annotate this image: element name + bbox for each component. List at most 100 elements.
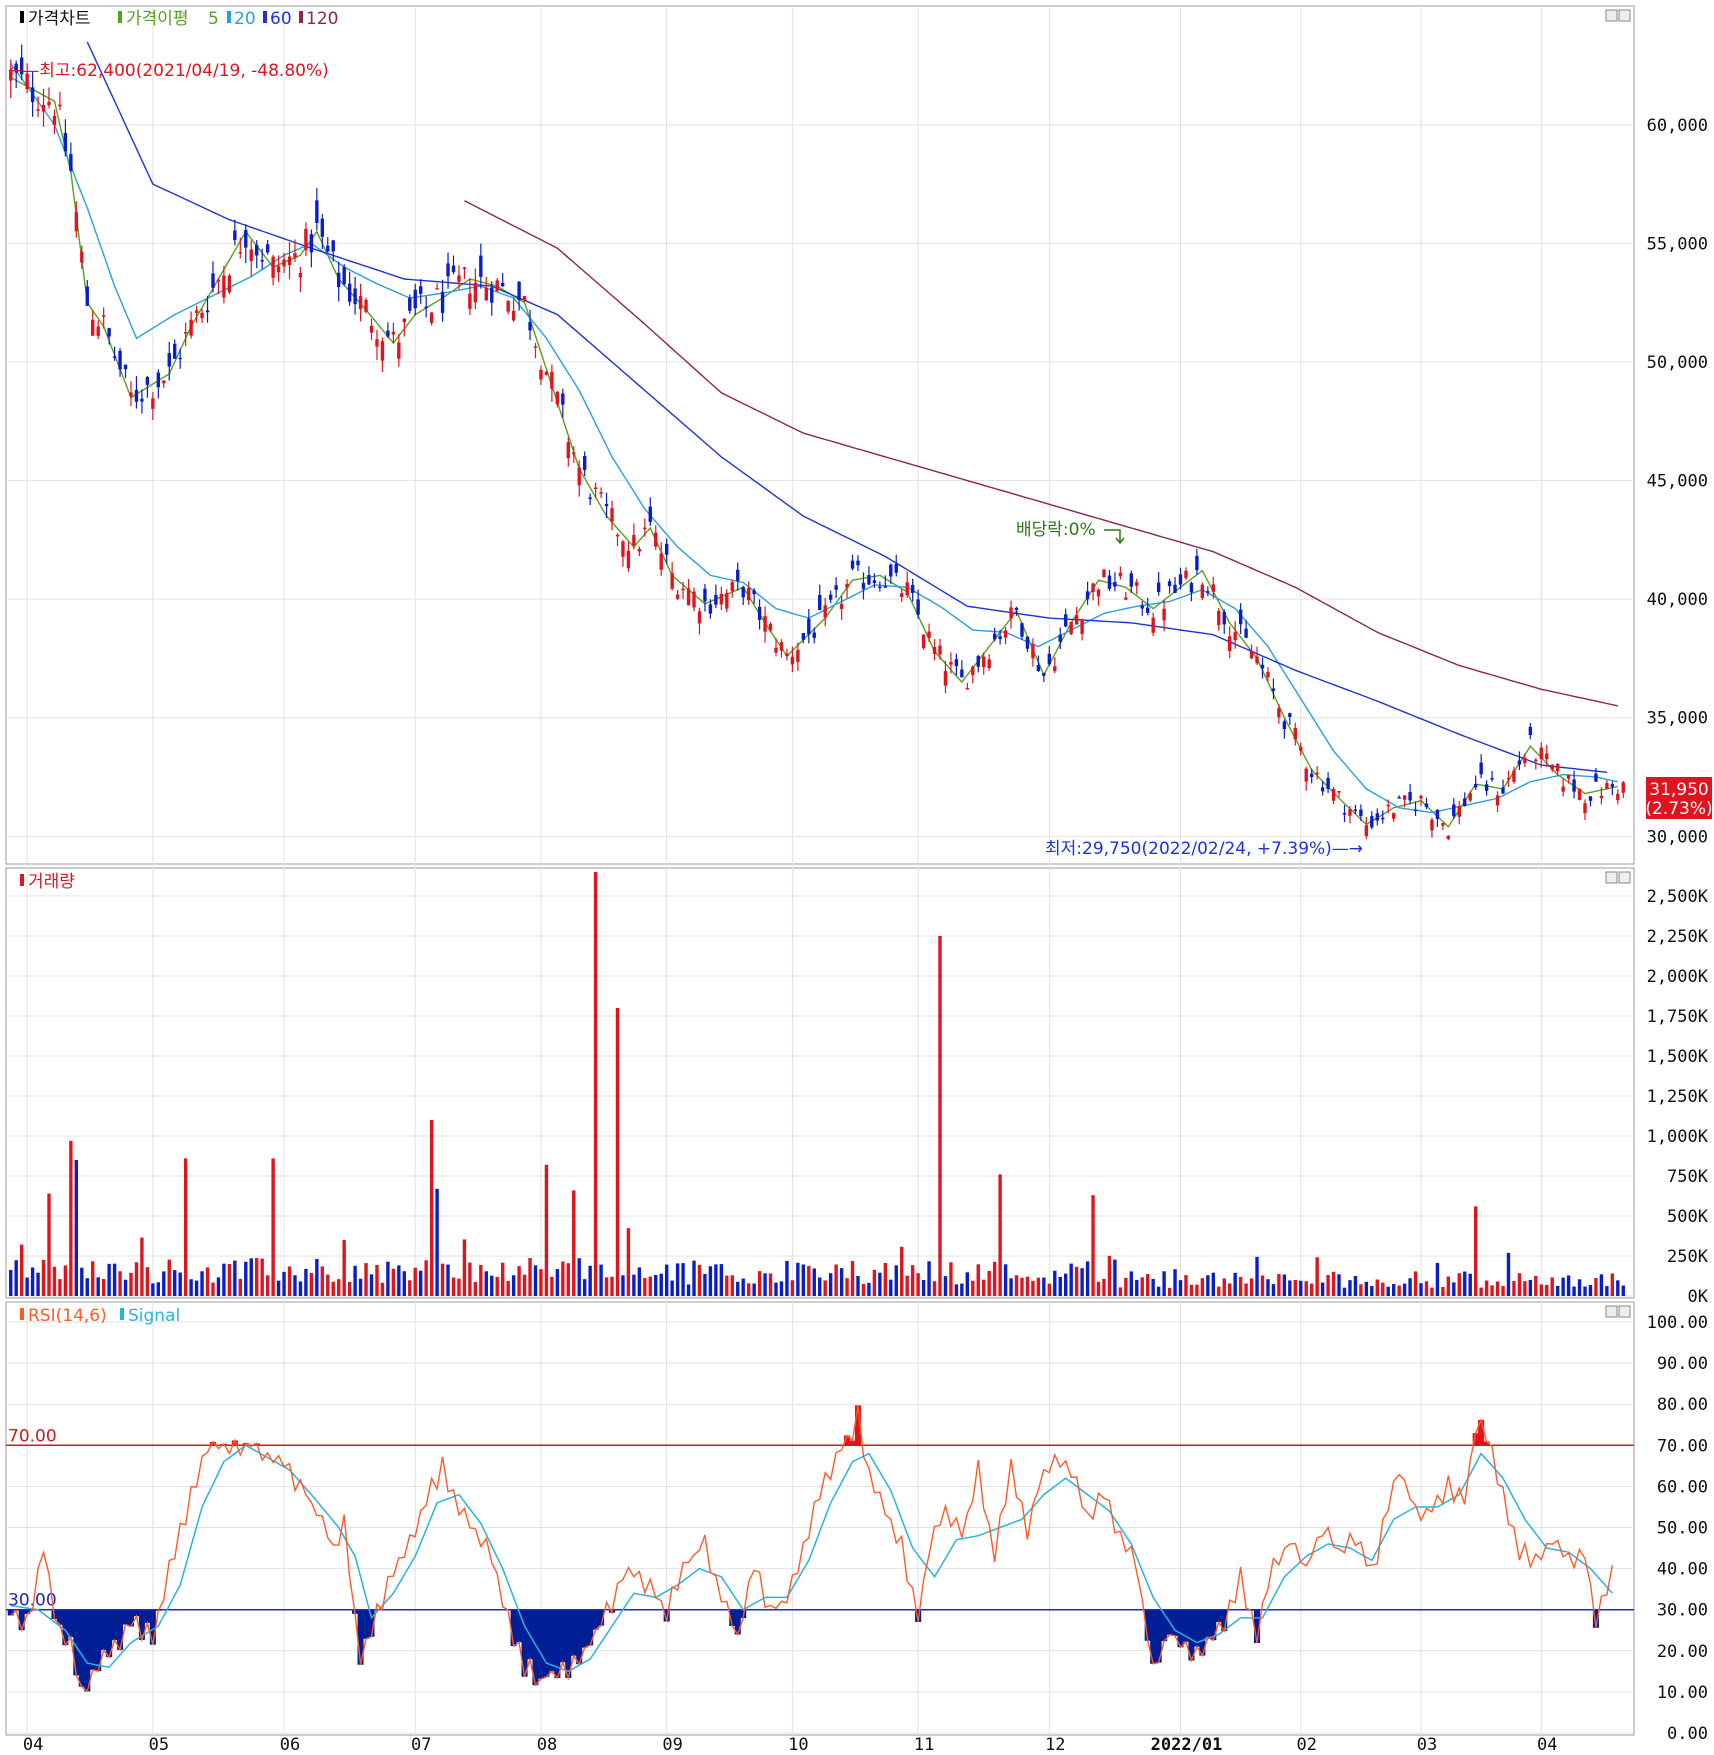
candle (992, 627, 997, 642)
candle (1069, 621, 1073, 636)
volume-tick-label: 1,750K (1647, 1007, 1709, 1027)
minimize-icon[interactable] (1605, 9, 1618, 22)
minimize-icon[interactable] (1605, 1305, 1618, 1318)
volume-bar (982, 1279, 986, 1296)
candle (599, 487, 603, 499)
candle-body (484, 287, 488, 301)
volume-bar (746, 1283, 751, 1296)
price-panel (5, 5, 1635, 865)
volume-bar (1594, 1278, 1598, 1296)
volume-bar (30, 1267, 35, 1296)
candle-body (889, 564, 893, 577)
candle-body (982, 656, 986, 668)
candle-body (916, 599, 920, 615)
rsi-title: RSI(14,6) (28, 1306, 107, 1326)
volume-bar (588, 1265, 592, 1296)
candle (1534, 758, 1538, 770)
volume-bar (626, 1228, 631, 1296)
candle (1064, 608, 1068, 627)
candle-body (1304, 768, 1308, 782)
candle (1424, 797, 1429, 810)
volume-bar (828, 1273, 833, 1296)
candle (96, 320, 100, 340)
rsi-overbought-fill (1478, 1419, 1485, 1446)
volume-bar (375, 1264, 379, 1296)
volume-bar (1064, 1273, 1068, 1296)
volume-bar (52, 1266, 57, 1296)
candle-body (58, 104, 62, 107)
x-tick-label: 11 (914, 1735, 934, 1755)
rsi-tick-label: 80.00 (1657, 1395, 1708, 1415)
rsi-panel-buttons[interactable] (1605, 1305, 1631, 1318)
minimize-icon[interactable] (1605, 871, 1618, 884)
candle-body (577, 467, 581, 486)
rsi-oversold-fill (18, 1609, 25, 1631)
close-icon[interactable] (1618, 9, 1631, 22)
volume-bar (63, 1265, 68, 1296)
candle-body (1555, 763, 1560, 772)
volume-bar (1506, 1252, 1511, 1296)
candle (101, 307, 106, 329)
candle-body (533, 346, 538, 348)
candle (1359, 804, 1363, 821)
volume-bar (14, 1260, 18, 1296)
candle-body (1397, 797, 1401, 799)
candle-body (1042, 673, 1046, 676)
candle-body (14, 63, 18, 73)
volume-bar (1621, 1285, 1625, 1296)
volume-bar (151, 1283, 155, 1296)
rsi-oversold-fill (56, 1609, 63, 1625)
candle-body (304, 228, 308, 251)
close-icon[interactable] (1618, 871, 1631, 884)
candle (1102, 568, 1106, 578)
candle-body (818, 594, 822, 610)
candle-body (807, 618, 811, 635)
volume-bar (807, 1265, 811, 1296)
candle-body (599, 492, 603, 494)
candle (637, 546, 642, 557)
candle-body (741, 586, 745, 598)
rsi-oversold-fill (73, 1609, 80, 1676)
volume-bar (1217, 1286, 1221, 1296)
candle (74, 201, 79, 238)
candle (255, 240, 259, 269)
volume-bar (664, 1264, 669, 1296)
close-icon[interactable] (1618, 1305, 1631, 1318)
volume-bar (1550, 1277, 1554, 1296)
ma5-legend: 5 (208, 9, 219, 29)
candle-body (834, 585, 838, 590)
candle-body (342, 267, 346, 285)
candle-body (1381, 817, 1385, 820)
candle-body (1282, 721, 1287, 730)
rsi-oversold-fill (95, 1609, 102, 1672)
candle (216, 277, 221, 295)
candle (927, 623, 931, 643)
volume-bar (353, 1265, 357, 1296)
candle (550, 364, 554, 402)
volume-bar (599, 1264, 603, 1296)
volume-bar (1441, 1286, 1445, 1296)
x-tick-label: 05 (149, 1735, 169, 1755)
volume-bar (801, 1264, 806, 1296)
volume-bar (386, 1261, 390, 1296)
candle (1435, 809, 1440, 828)
volume-bar (818, 1277, 822, 1296)
candle (779, 639, 784, 658)
volume-bar (550, 1276, 554, 1296)
price-panel-buttons[interactable] (1605, 9, 1631, 22)
volume-bar (9, 1269, 13, 1296)
candle (643, 518, 647, 537)
volume-bar (1014, 1275, 1019, 1296)
price-tick-label: 40,000 (1647, 590, 1708, 610)
volume-bar (954, 1284, 959, 1296)
candle (1397, 795, 1401, 799)
candle (358, 283, 363, 322)
volume-bar (189, 1279, 193, 1296)
candle-body (369, 325, 374, 333)
volume-panel-buttons[interactable] (1605, 871, 1631, 884)
volume-bar (36, 1272, 40, 1296)
candle (1413, 801, 1418, 816)
candle (468, 278, 472, 316)
rsi-oversold-fill (1193, 1609, 1200, 1647)
volume-bar (1244, 1283, 1248, 1296)
